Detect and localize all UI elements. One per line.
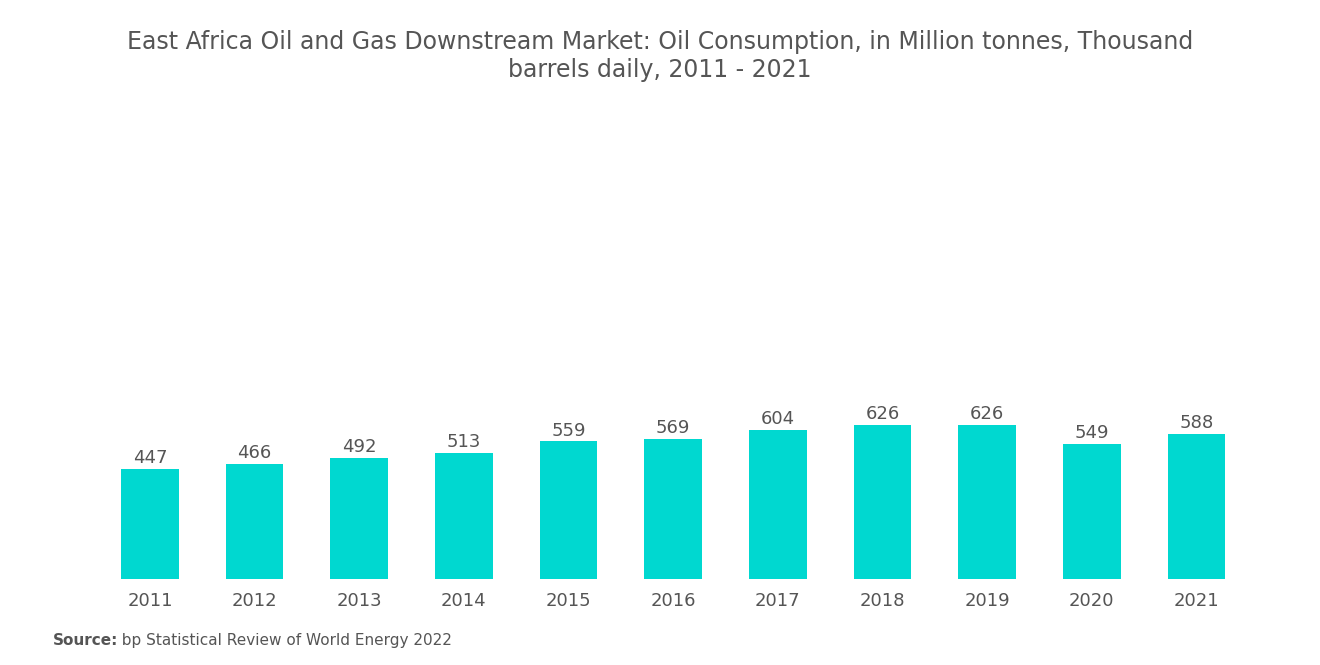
Text: 513: 513 [446, 433, 480, 451]
Text: 626: 626 [970, 405, 1005, 423]
Bar [748, 430, 807, 579]
Bar [854, 425, 911, 579]
Bar [958, 425, 1016, 579]
Bar [1168, 434, 1225, 579]
Text: East Africa Oil and Gas Downstream Market: Oil Consumption, in Million tonnes, T: East Africa Oil and Gas Downstream Marke… [127, 30, 1193, 82]
Bar [644, 439, 702, 579]
Text: 588: 588 [1179, 414, 1213, 432]
Bar [121, 469, 178, 579]
Bar [1063, 444, 1121, 579]
Text: Source:: Source: [53, 633, 119, 648]
Text: bp Statistical Review of World Energy 2022: bp Statistical Review of World Energy 20… [112, 633, 451, 648]
Text: 559: 559 [552, 422, 586, 440]
Text: 604: 604 [760, 410, 795, 428]
Text: 447: 447 [133, 449, 168, 467]
Bar [330, 458, 388, 579]
Bar [226, 464, 284, 579]
Text: 466: 466 [238, 444, 272, 462]
Text: 569: 569 [656, 419, 690, 437]
Bar [436, 453, 492, 579]
Text: 626: 626 [866, 405, 900, 423]
Text: 549: 549 [1074, 424, 1109, 442]
Bar [540, 442, 598, 579]
Text: 492: 492 [342, 438, 376, 456]
